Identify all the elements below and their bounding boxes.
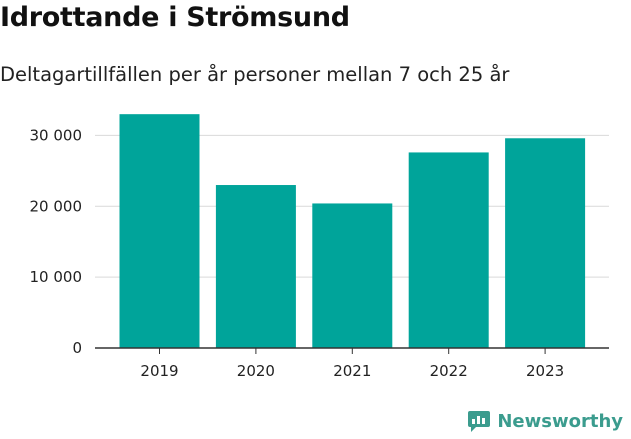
brand-name: Newsworthy bbox=[497, 410, 623, 432]
x-tick-label: 2023 bbox=[526, 362, 564, 380]
bar bbox=[408, 152, 489, 348]
x-tick-label: 2021 bbox=[333, 362, 371, 380]
y-tick-label: 0 bbox=[72, 339, 82, 357]
y-tick-label: 10 000 bbox=[30, 268, 83, 286]
x-tick-label: 2020 bbox=[237, 362, 275, 380]
brand-logo: Newsworthy bbox=[467, 409, 623, 433]
chart-subtitle: Deltagartillfällen per år personer mella… bbox=[0, 63, 510, 86]
x-tick-label: 2022 bbox=[430, 362, 468, 380]
y-tick-label: 20 000 bbox=[30, 197, 83, 215]
bar bbox=[505, 138, 586, 348]
bar bbox=[215, 185, 296, 348]
y-tick-label: 30 000 bbox=[30, 126, 83, 144]
newsworthy-logo-icon bbox=[468, 411, 491, 432]
bar bbox=[312, 203, 393, 348]
x-tick-label: 2019 bbox=[140, 362, 178, 380]
bar bbox=[119, 114, 200, 349]
chart-title: Idrottande i Strömsund bbox=[0, 2, 350, 33]
